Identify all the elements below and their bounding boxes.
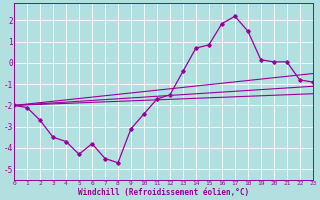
X-axis label: Windchill (Refroidissement éolien,°C): Windchill (Refroidissement éolien,°C) — [78, 188, 249, 197]
